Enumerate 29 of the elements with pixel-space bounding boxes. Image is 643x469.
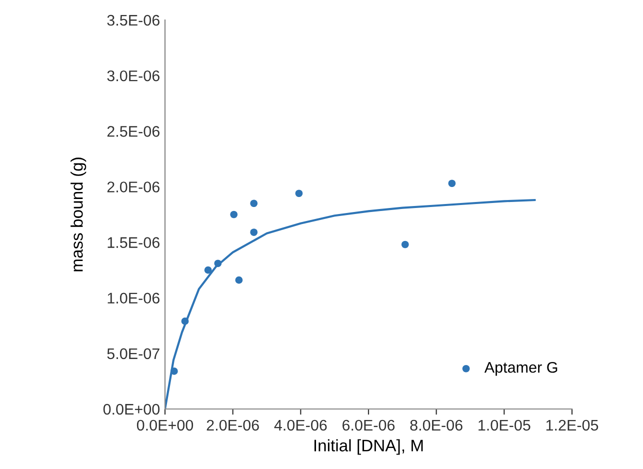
y-tick-label: 0.0E+00 [103,404,160,415]
y-tick-label: 1.0E-06 [108,292,160,304]
point [250,200,258,208]
point [230,210,238,218]
y-tick-label: 3.0E-06 [107,70,160,82]
y-axis-title: mass bound (g) [70,158,86,272]
point [214,260,222,268]
point [170,368,178,375]
point [295,190,303,198]
legend-label: Aptamer G [484,362,558,376]
y-tick-label: 2.0E-06 [107,182,160,192]
point [401,240,409,248]
x-tick-label: 6.0E-06 [342,420,395,431]
x-tick-label: 0.0E+00 [136,420,194,431]
y-tick-label: 5.0E-07 [107,348,160,360]
y-tick-label: 3.5E-06 [107,14,160,26]
x-tick-label: 1.0E-05 [478,420,530,431]
x-tick-label: 4.0E-06 [274,420,327,431]
point [235,276,243,284]
x-axis-title: Initial [DNA], M [314,439,423,455]
x-tick-label: 8.0E-06 [410,420,462,431]
y-tick-label: 1.5E-06 [108,237,160,248]
point [181,318,189,325]
point [250,228,258,236]
point [204,266,212,274]
point [448,180,456,188]
y-tick-label: 2.5E-06 [107,126,160,137]
x-tick-label: 2.0E-06 [206,420,259,431]
x-tick-label: 1.2E-05 [546,420,598,431]
